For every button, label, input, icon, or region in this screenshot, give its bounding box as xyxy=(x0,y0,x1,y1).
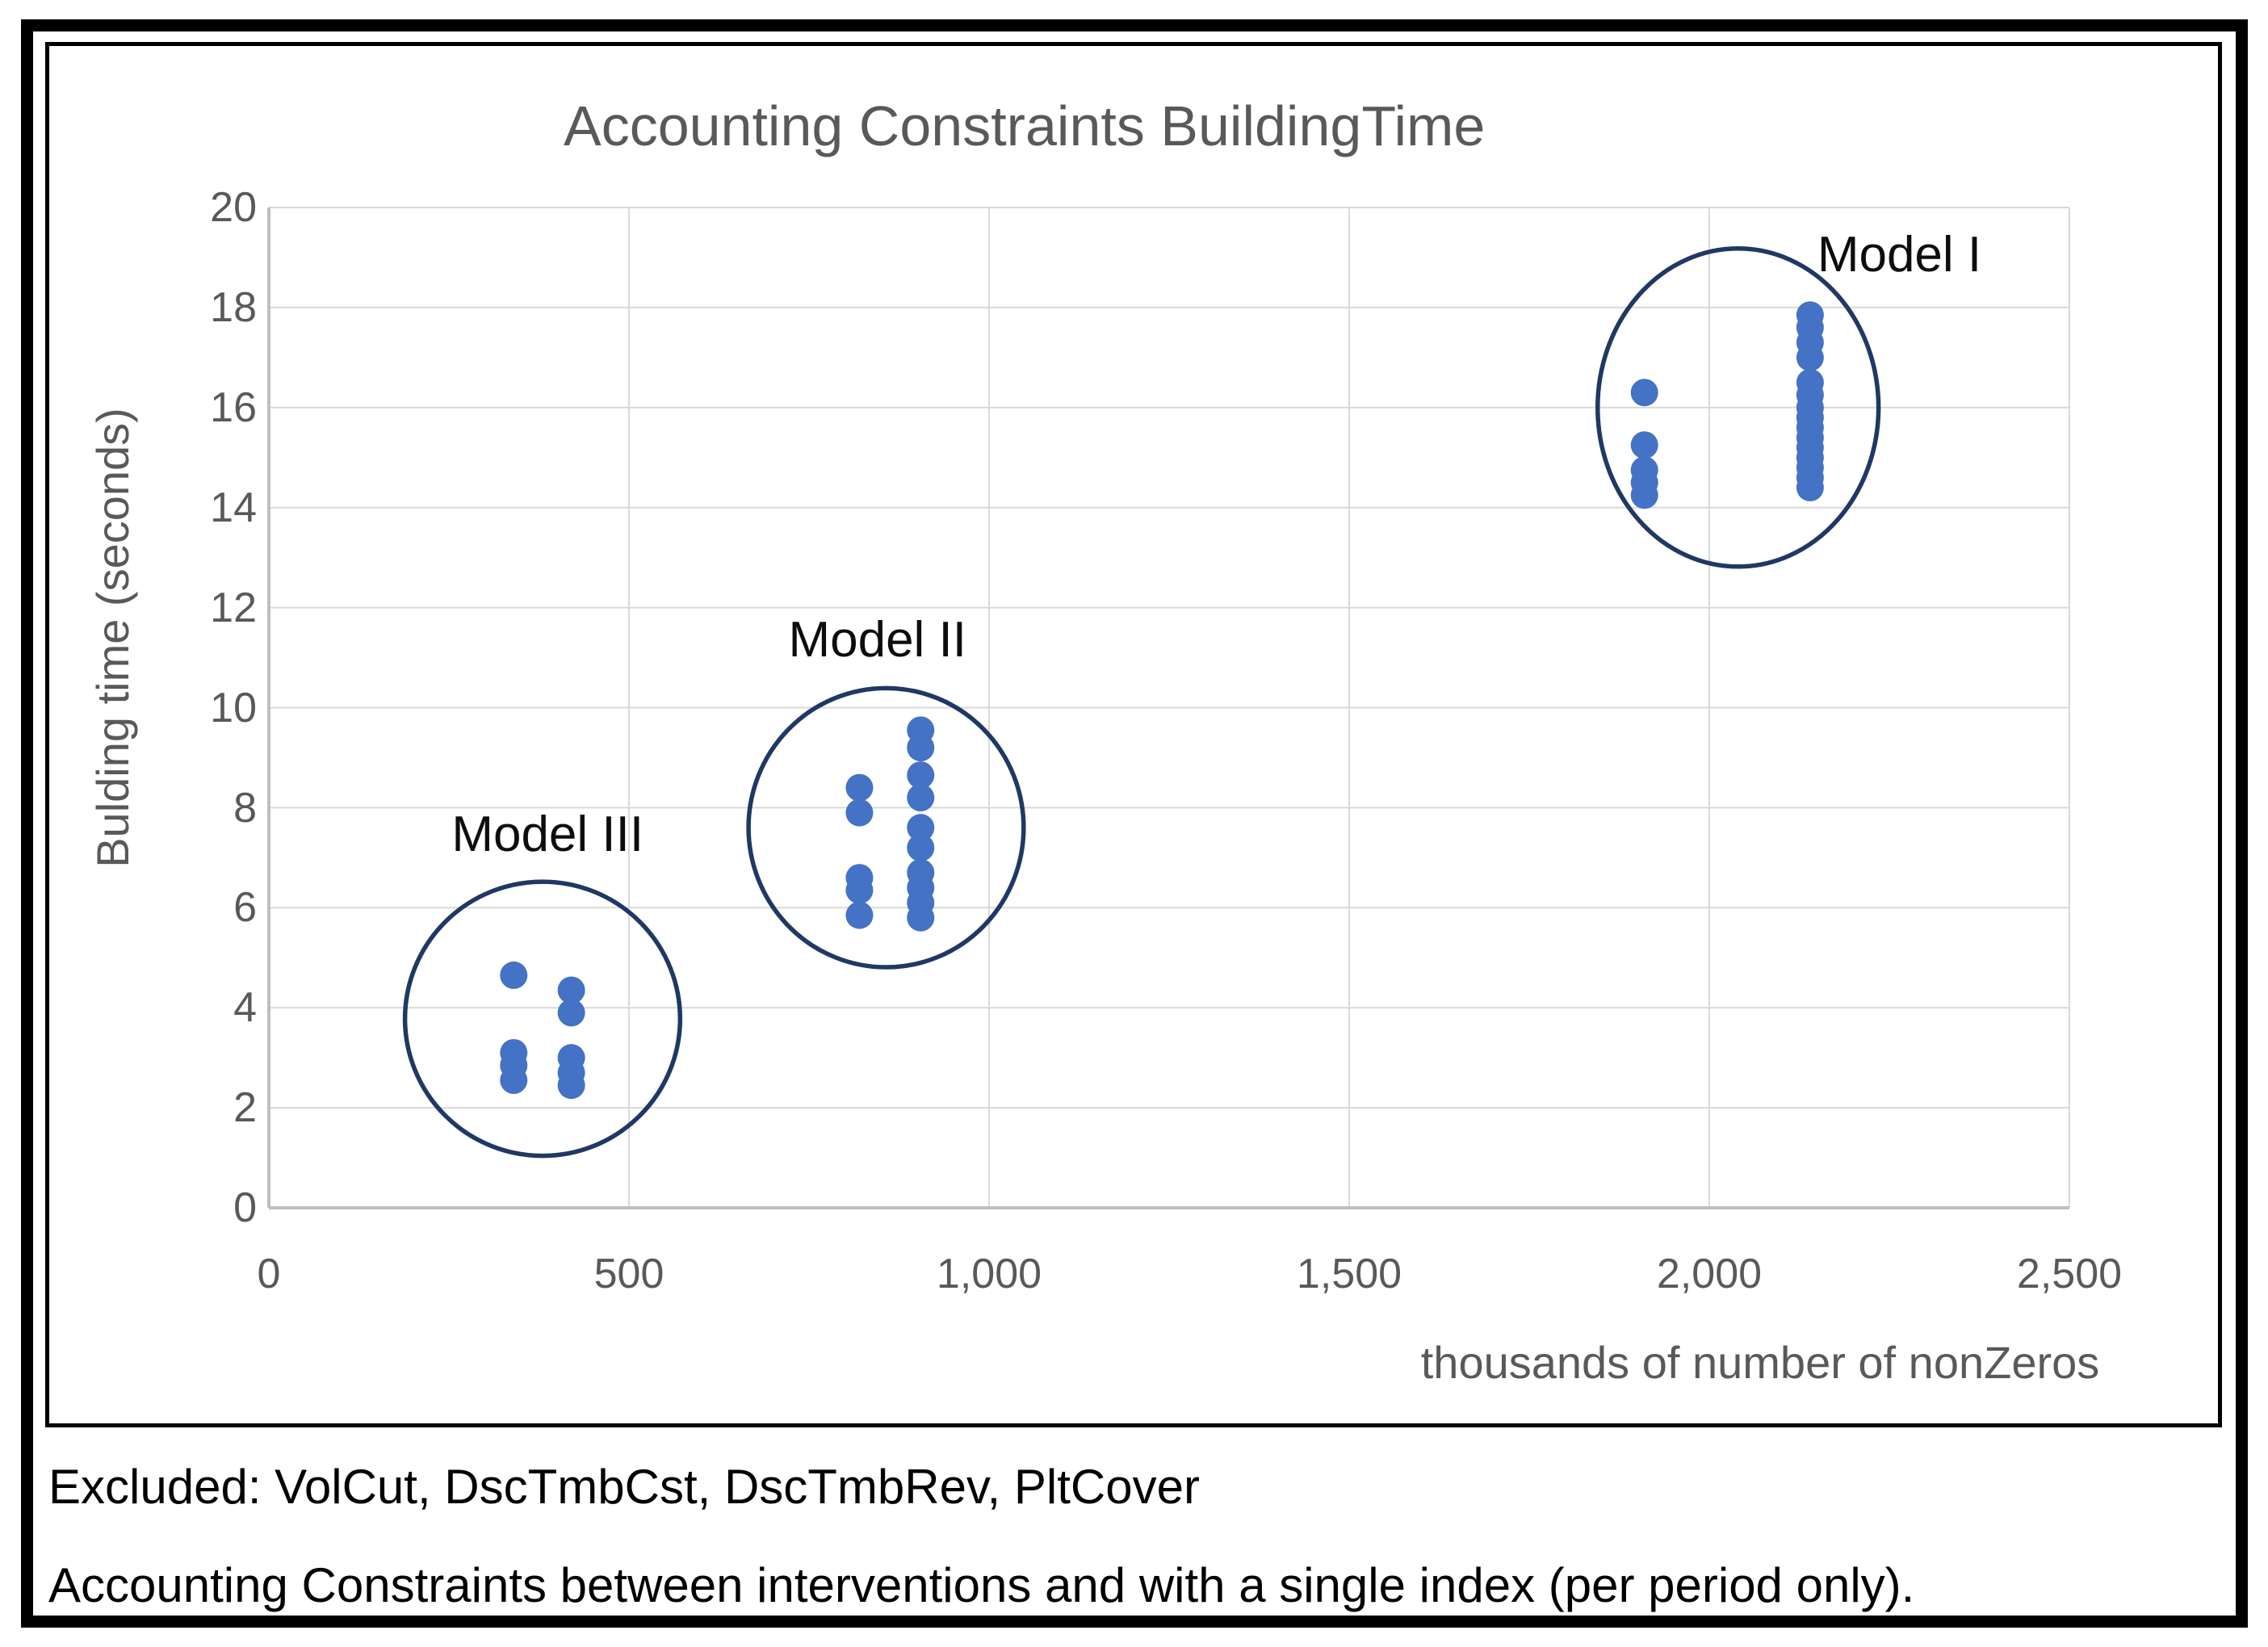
y-tick-label: 4 xyxy=(233,984,257,1031)
y-tick-label: 0 xyxy=(233,1184,257,1231)
page-border xyxy=(21,19,2248,1628)
y-tick-label: 14 xyxy=(210,484,257,531)
y-tick-label: 20 xyxy=(210,184,257,231)
x-tick-label: 0 xyxy=(257,1251,281,1297)
y-tick-label: 12 xyxy=(210,585,257,631)
y-tick-label: 8 xyxy=(233,785,257,832)
y-tick-label: 10 xyxy=(210,685,257,731)
x-tick-label: 1,000 xyxy=(936,1251,1042,1297)
y-tick-label: 6 xyxy=(233,884,257,931)
chart-title: Accounting Constraints BuildingTime xyxy=(564,94,1486,157)
y-tick-label: 18 xyxy=(210,284,257,331)
y-tick-label: 16 xyxy=(210,384,257,431)
chart-frame xyxy=(45,42,2222,1427)
caption-description: Accounting Constraints between intervent… xyxy=(48,1558,1915,1612)
x-tick-label: 1,500 xyxy=(1296,1251,1402,1297)
x-tick-label: 2,500 xyxy=(2016,1251,2123,1297)
y-axis-title: Bulding time (seconds) xyxy=(87,408,138,868)
cluster-label-model-3: Model III xyxy=(451,807,644,863)
x-axis-title: thousands of number of nonZeros xyxy=(1420,1337,2100,1388)
caption-excluded: Excluded: VolCut, DscTmbCst, DscTmbRev, … xyxy=(48,1460,1200,1514)
x-tick-label: 2,000 xyxy=(1656,1251,1763,1297)
y-tick-label: 2 xyxy=(233,1084,257,1131)
cluster-label-model-1: Model I xyxy=(1817,226,1982,283)
cluster-label-model-2: Model II xyxy=(788,611,967,668)
x-tick-label: 500 xyxy=(593,1251,664,1297)
